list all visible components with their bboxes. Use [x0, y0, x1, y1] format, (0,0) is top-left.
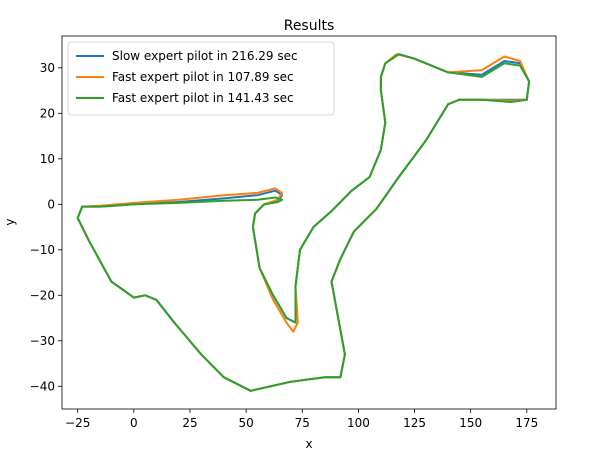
y-tick-label: −20 — [30, 288, 55, 302]
x-tick-label: 50 — [238, 416, 253, 430]
axes-frame — [61, 35, 557, 410]
y-tick-label: −40 — [30, 379, 55, 393]
y-axis: −40 −30 −20 −10 0 10 20 30 — [30, 61, 62, 393]
legend-label-3: Fast expert pilot in 141.43 sec — [112, 91, 294, 105]
y-tick-label: 0 — [47, 197, 55, 211]
series-line-3 — [76, 53, 531, 392]
y-tick-label: 30 — [40, 61, 55, 75]
y-tick-label: 20 — [40, 106, 55, 120]
legend-box — [67, 41, 335, 116]
x-tick-label: 25 — [182, 416, 197, 430]
legend-label-2: Fast expert pilot in 107.89 sec — [112, 70, 294, 84]
x-tick-label: 100 — [347, 416, 370, 430]
x-tick-label: −25 — [65, 416, 90, 430]
x-axis-label: x — [305, 437, 312, 451]
plot-area — [76, 53, 531, 392]
y-tick-label: −30 — [30, 334, 55, 348]
y-tick-label: 10 — [40, 152, 55, 166]
y-tick-label: −10 — [30, 243, 55, 257]
x-tick-label: 0 — [130, 416, 138, 430]
x-tick-label: 75 — [295, 416, 310, 430]
x-axis: −25 0 25 50 75 100 125 150 175 — [65, 409, 538, 430]
legend-label-1: Slow expert pilot in 216.29 sec — [112, 49, 298, 63]
legend: Slow expert pilot in 216.29 sec Fast expe… — [67, 41, 335, 116]
chart-title: Results — [284, 18, 335, 34]
x-tick-label: 175 — [515, 416, 538, 430]
x-tick-label: 125 — [403, 416, 426, 430]
y-axis-label: y — [3, 218, 17, 225]
x-tick-label: 150 — [459, 416, 482, 430]
